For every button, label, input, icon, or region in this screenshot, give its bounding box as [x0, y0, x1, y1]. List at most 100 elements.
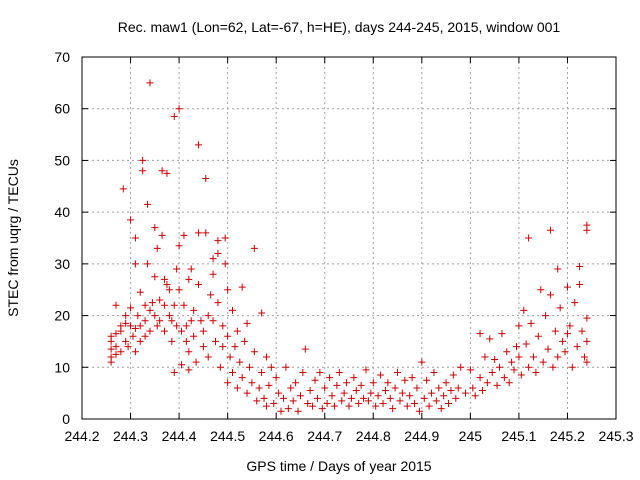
data-point-plus-marker — [377, 371, 385, 379]
data-point-plus-marker — [335, 368, 343, 376]
y-tick-labels: 0 10 20 30 40 50 60 70 — [54, 49, 70, 427]
data-point-plus-marker — [209, 270, 217, 278]
data-point-plus-marker — [430, 368, 438, 376]
x-tick-label: 244.2 — [64, 428, 99, 444]
x-tick-label: 244.5 — [210, 428, 245, 444]
data-point-plus-marker — [170, 368, 178, 376]
data-point-plus-marker — [418, 358, 426, 366]
data-point-plus-marker — [425, 402, 433, 410]
data-point-plus-marker — [190, 306, 198, 314]
data-point-plus-marker — [355, 399, 363, 407]
data-point-plus-marker — [153, 322, 161, 330]
data-point-plus-marker — [539, 358, 547, 366]
data-point-plus-marker — [216, 363, 224, 371]
data-point-plus-marker — [279, 394, 287, 402]
data-point-plus-marker — [284, 405, 292, 413]
data-point-plus-marker — [510, 366, 518, 374]
data-point-plus-marker — [299, 368, 307, 376]
data-point-plus-marker — [141, 301, 149, 309]
data-point-plus-marker — [161, 301, 169, 309]
data-point-plus-marker — [226, 353, 234, 361]
data-point-plus-marker — [127, 322, 135, 330]
data-point-plus-marker — [204, 353, 212, 361]
x-tick-label: 244.7 — [307, 428, 342, 444]
data-point-plus-marker — [289, 397, 297, 405]
data-point-plus-marker — [192, 358, 200, 366]
data-point-plus-marker — [420, 394, 428, 402]
data-point-plus-marker — [190, 332, 198, 340]
data-point-plus-marker — [476, 330, 484, 338]
data-point-plus-marker — [122, 319, 130, 327]
data-point-plus-marker — [583, 314, 591, 322]
data-point-plus-marker — [546, 226, 554, 234]
data-point-plus-marker — [170, 301, 178, 309]
data-point-plus-marker — [124, 343, 132, 351]
data-point-plus-marker — [437, 405, 445, 413]
data-point-plus-marker — [486, 335, 494, 343]
data-point-plus-marker — [309, 402, 317, 410]
data-point-plus-marker — [260, 394, 268, 402]
data-point-plus-marker — [479, 387, 486, 395]
x-tick-label: 245.2 — [550, 428, 585, 444]
data-point-plus-marker — [197, 317, 205, 325]
data-point-plus-marker — [282, 363, 290, 371]
data-point-plus-marker — [243, 389, 251, 397]
data-point-plus-marker — [158, 167, 166, 175]
data-point-plus-marker — [292, 379, 300, 387]
data-point-plus-marker — [396, 397, 404, 405]
data-point-plus-marker — [112, 301, 120, 309]
data-point-plus-marker — [168, 337, 176, 345]
data-point-plus-marker — [294, 407, 302, 415]
data-point-plus-marker — [556, 304, 564, 312]
data-point-plus-marker — [321, 384, 329, 392]
data-point-plus-marker — [136, 337, 144, 345]
data-point-plus-marker — [250, 244, 258, 252]
data-point-plus-marker — [495, 363, 503, 371]
data-point-plus-marker — [529, 353, 537, 361]
x-tick-label: 244.6 — [259, 428, 294, 444]
data-point-plus-marker — [253, 397, 261, 405]
data-point-plus-marker — [316, 368, 324, 376]
data-point-plus-marker — [127, 304, 135, 312]
data-point-plus-marker — [231, 343, 239, 351]
data-point-plus-marker — [163, 169, 171, 177]
data-point-plus-marker — [330, 402, 338, 410]
data-point-plus-marker — [571, 299, 579, 307]
data-point-plus-marker — [151, 312, 159, 320]
data-point-plus-marker — [212, 337, 219, 345]
data-points — [107, 79, 591, 415]
data-point-plus-marker — [207, 291, 215, 299]
data-point-plus-marker — [534, 332, 542, 340]
data-point-plus-marker — [156, 296, 164, 304]
data-point-plus-marker — [199, 343, 207, 351]
data-point-plus-marker — [578, 327, 586, 335]
data-point-plus-marker — [139, 156, 147, 164]
data-point-plus-marker — [301, 345, 309, 353]
data-point-plus-marker — [471, 392, 479, 400]
data-point-plus-marker — [328, 392, 336, 400]
y-tick-label: 10 — [54, 359, 70, 375]
data-point-plus-marker — [148, 299, 156, 307]
y-tick-label: 70 — [54, 49, 70, 65]
data-point-plus-marker — [568, 363, 576, 371]
data-point-plus-marker — [428, 389, 436, 397]
data-point-plus-marker — [481, 353, 489, 361]
data-point-plus-marker — [258, 368, 266, 376]
data-point-plus-marker — [498, 330, 506, 338]
data-point-plus-marker — [238, 374, 246, 382]
data-point-plus-marker — [491, 356, 499, 364]
data-point-plus-marker — [119, 185, 127, 193]
data-point-plus-marker — [112, 330, 120, 338]
data-point-plus-marker — [275, 389, 283, 397]
data-point-plus-marker — [408, 374, 416, 382]
data-point-plus-marker — [187, 265, 195, 273]
data-point-plus-marker — [224, 332, 232, 340]
data-point-plus-marker — [311, 376, 319, 384]
data-point-plus-marker — [224, 286, 232, 294]
plot-frame — [81, 56, 617, 420]
data-point-plus-marker — [146, 306, 154, 314]
data-point-plus-marker — [386, 394, 394, 402]
data-point-plus-marker — [178, 361, 186, 369]
y-axis-label: STEC from uqrg / TECUs — [5, 159, 21, 317]
data-point-plus-marker — [139, 167, 147, 175]
